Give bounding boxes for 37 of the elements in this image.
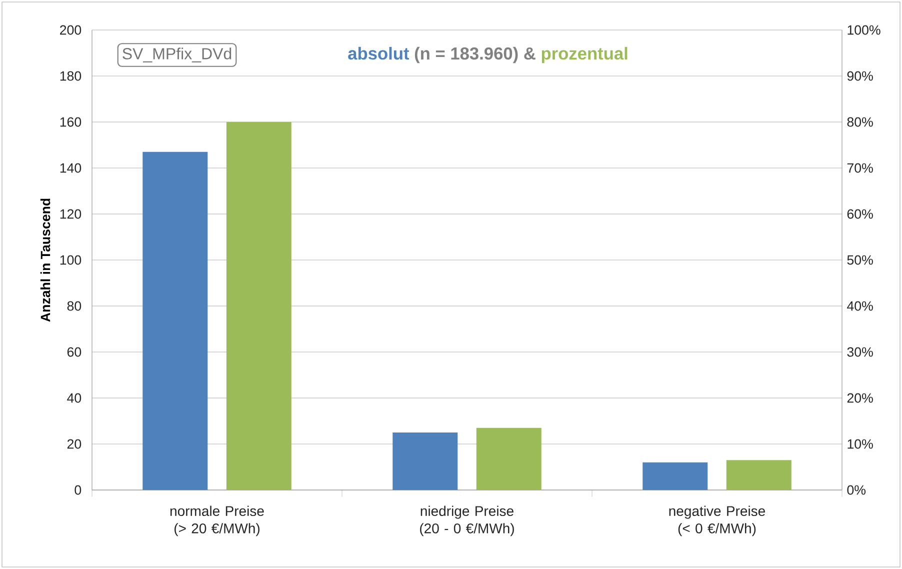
x-tick-label: normale Preise (> 20 €/MWh): [170, 506, 264, 536]
text: SV_MPfix_DVd: [122, 48, 232, 62]
bar: [142, 152, 208, 490]
y-tick-label: 200: [60, 25, 82, 35]
y-tick-label: 100: [60, 255, 82, 265]
y-tick-label: 120: [60, 209, 82, 219]
bar: [392, 432, 458, 490]
y-tick-label: 180: [60, 71, 82, 81]
text: absolut: [348, 46, 410, 60]
y2-tick-label: 30%: [847, 347, 873, 357]
y-tick-label: 40: [67, 393, 82, 403]
text: prozentual: [542, 46, 628, 64]
y2-tick-label: 10%: [848, 439, 873, 449]
bar: [642, 462, 708, 490]
y2-tick-label: 50%: [847, 255, 873, 265]
y-axis-title: Anzahl in Tauscend: [40, 198, 50, 322]
y-tick-label: 140: [60, 163, 82, 173]
y-tick-label: 80: [67, 301, 82, 311]
y-tick-label: 20: [67, 439, 82, 449]
annotation: &: [524, 47, 536, 60]
y-tick-label: 60: [67, 347, 82, 357]
y2-tick-label: 90%: [847, 71, 873, 81]
x-tick-label: niedrige Preise (20 - 0 €/MWh): [420, 506, 514, 536]
y-tick-label: 0: [74, 485, 82, 495]
y2-tick-label: 20%: [847, 393, 873, 403]
bar: [226, 122, 292, 490]
y2-tick-label: 80%: [847, 117, 873, 127]
y-tick-label: 160: [60, 117, 82, 127]
bar: [476, 428, 542, 490]
y2-tick-label: 70%: [847, 163, 873, 173]
y2-tick-label: 40%: [847, 301, 873, 311]
x-tick-label: negative Preise (< 0 €/MWh): [669, 506, 765, 536]
y2-tick-label: 0%: [847, 485, 866, 495]
y2-tick-label: 100%: [848, 25, 880, 35]
annotation: (n = 183.960): [414, 46, 518, 64]
y2-tick-label: 60%: [847, 209, 873, 219]
bar: [726, 460, 792, 490]
